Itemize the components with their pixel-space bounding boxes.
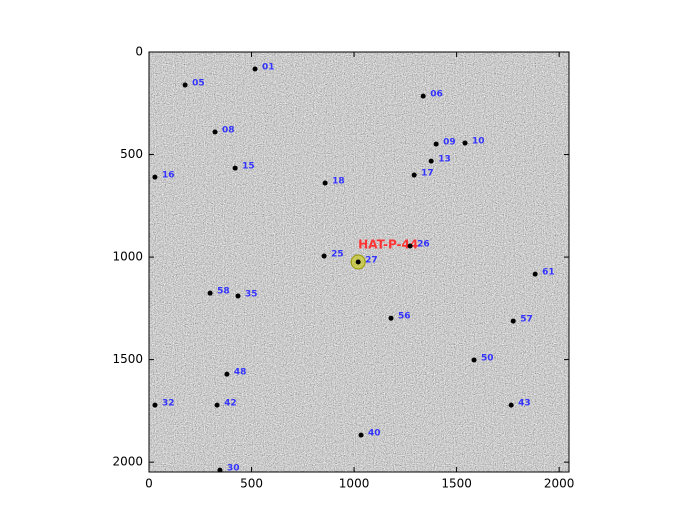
star	[462, 140, 468, 146]
star-label: 08	[222, 125, 235, 135]
star-label: 17	[421, 169, 434, 179]
y-tick-label: 0	[135, 45, 143, 59]
star	[510, 318, 516, 324]
star	[321, 253, 327, 259]
star-label: 58	[217, 287, 230, 297]
star	[322, 180, 328, 186]
star-label: 01	[262, 63, 275, 73]
star	[433, 141, 439, 147]
star-label: 09	[443, 138, 456, 148]
annotation: HAT-P-44	[358, 238, 418, 252]
star-label: 26	[417, 240, 430, 250]
star	[407, 243, 413, 249]
x-tick-label: 1000	[339, 477, 370, 491]
star	[428, 158, 434, 164]
star-label: 57	[520, 315, 533, 325]
star	[235, 293, 241, 299]
star-label: 43	[518, 399, 531, 409]
star-label: 06	[430, 90, 443, 100]
star	[388, 315, 394, 321]
star-label: 25	[331, 250, 344, 260]
star	[212, 129, 218, 135]
y-tick-label: 1500	[112, 352, 143, 366]
star-label: 13	[438, 155, 451, 165]
x-tick-label: 2000	[544, 477, 575, 491]
star-label: 40	[368, 429, 381, 439]
star-label: 30	[227, 464, 240, 474]
star-label: 56	[398, 312, 411, 322]
star	[152, 174, 158, 180]
star-label: 10	[472, 137, 485, 147]
star-label: 35	[245, 290, 258, 300]
plot-frame	[148, 51, 570, 473]
star-label: 61	[542, 268, 555, 278]
star	[224, 371, 230, 377]
star	[217, 467, 223, 473]
y-tick-label: 500	[120, 147, 143, 161]
star	[152, 402, 158, 408]
star-label: 27	[365, 256, 378, 266]
star	[252, 66, 258, 72]
star-label: 15	[242, 162, 255, 172]
star-label: 18	[332, 177, 345, 187]
star-label: 32	[162, 399, 175, 409]
star	[420, 93, 426, 99]
star	[232, 165, 238, 171]
x-tick-label: 0	[145, 477, 153, 491]
x-tick-label: 500	[240, 477, 263, 491]
star	[411, 172, 417, 178]
star	[358, 432, 364, 438]
star	[355, 259, 361, 265]
y-tick-label: 1000	[112, 250, 143, 264]
star	[214, 402, 220, 408]
star-label: 05	[192, 79, 205, 89]
star-label: 42	[224, 399, 237, 409]
star-label: 16	[162, 171, 175, 181]
star-label: 48	[234, 368, 247, 378]
star	[532, 271, 538, 277]
star	[471, 357, 477, 363]
y-tick-label: 2000	[112, 455, 143, 469]
star	[508, 402, 514, 408]
star	[207, 290, 213, 296]
star	[182, 82, 188, 88]
x-tick-label: 1500	[441, 477, 472, 491]
star-label: 50	[481, 354, 494, 364]
